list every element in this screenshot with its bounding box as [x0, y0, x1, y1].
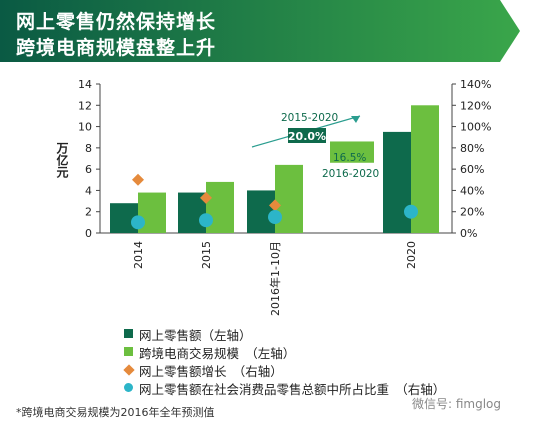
- legend-label-share: 网上零售额在社会消费品零售总额中所占比重 （右轴）: [139, 382, 446, 397]
- y-tick-label-right: 60%: [460, 163, 484, 176]
- bar-crossborder: [275, 164, 303, 233]
- marker-share: [131, 215, 145, 230]
- bar-retail: [178, 192, 206, 233]
- y-tick-label-right: 140%: [460, 78, 491, 91]
- chart-title-line1: 网上零售仍然保持增长: [16, 11, 217, 33]
- bar-crossborder-projection: [330, 141, 374, 163]
- y-tick-label-left: 8: [85, 142, 92, 155]
- y-tick-label-right: 80%: [460, 142, 484, 155]
- y-tick-label-right: 20%: [460, 206, 484, 219]
- annotation-range: 2016-2020: [322, 168, 379, 180]
- x-tick-label: 2020: [405, 241, 418, 269]
- y-tick-label-left: 12: [78, 99, 92, 112]
- y-tick-label-right: 0%: [460, 227, 477, 240]
- y-tick-label-left: 10: [78, 121, 92, 134]
- legend-label-retail: 网上零售额（左轴）: [139, 328, 252, 343]
- chart-area: 024681012140%20%40%60%80%100%120%140%万亿元…: [55, 78, 491, 316]
- annotation-range: 2015-2020: [281, 112, 338, 124]
- legend-item-growth: 网上零售额增长 （右轴）: [123, 361, 524, 379]
- marker-share: [268, 210, 282, 225]
- annotation-arrowhead: [351, 116, 360, 123]
- legend-label-crossborder: 跨境电商交易规模 （左轴）: [139, 346, 296, 361]
- title-banner: [0, 0, 520, 62]
- y-tick-label-right: 120%: [460, 99, 491, 112]
- y-tick-label-left: 14: [78, 78, 92, 91]
- annotation-box: [288, 128, 326, 143]
- legend-label-growth: 网上零售额增长 （右轴）: [139, 364, 283, 379]
- y-axis-label: 万亿元: [55, 142, 69, 179]
- x-tick-label: 2015: [200, 241, 213, 269]
- marker-growth: [269, 199, 281, 212]
- legend-swatch-crossborder: [124, 347, 133, 356]
- y-tick-label-left: 2: [85, 206, 92, 219]
- legend-item-retail: 网上零售额（左轴）: [124, 325, 524, 343]
- footnote: *跨境电商交易规模为2016年全年预测值: [16, 406, 215, 419]
- y-tick-label-left: 0: [85, 227, 92, 240]
- marker-share: [199, 213, 213, 228]
- y-tick-label-left: 6: [85, 163, 92, 176]
- marker-share: [404, 204, 418, 219]
- legend-item-crossborder: 跨境电商交易规模 （左轴）: [124, 343, 524, 361]
- annotation-value: 20.0%: [288, 130, 326, 143]
- bar-retail: [247, 190, 275, 233]
- x-tick-label: 2014: [132, 241, 145, 269]
- chart-title-line2: 跨境电商规模盘整上升: [16, 37, 217, 59]
- marker-growth: [132, 173, 144, 186]
- y-tick-label-right: 40%: [460, 184, 484, 197]
- marker-growth: [200, 191, 212, 204]
- bar-retail: [383, 131, 411, 233]
- legend-swatch-retail: [124, 329, 133, 338]
- x-tick-label: 2016年1-10月: [268, 241, 282, 316]
- y-tick-label-right: 100%: [460, 121, 491, 134]
- y-tick-label-left: 4: [85, 184, 92, 197]
- legend-swatch-growth: [123, 364, 135, 376]
- legend-swatch-share: [124, 383, 133, 392]
- legend: 网上零售额（左轴） 跨境电商交易规模 （左轴） 网上零售额增长 （右轴） 网上零…: [123, 325, 524, 397]
- annotation-value: 16.5%: [333, 152, 366, 164]
- watermark: 微信号: fimglog: [412, 397, 502, 411]
- legend-item-share: 网上零售额在社会消费品零售总额中所占比重 （右轴）: [124, 379, 524, 397]
